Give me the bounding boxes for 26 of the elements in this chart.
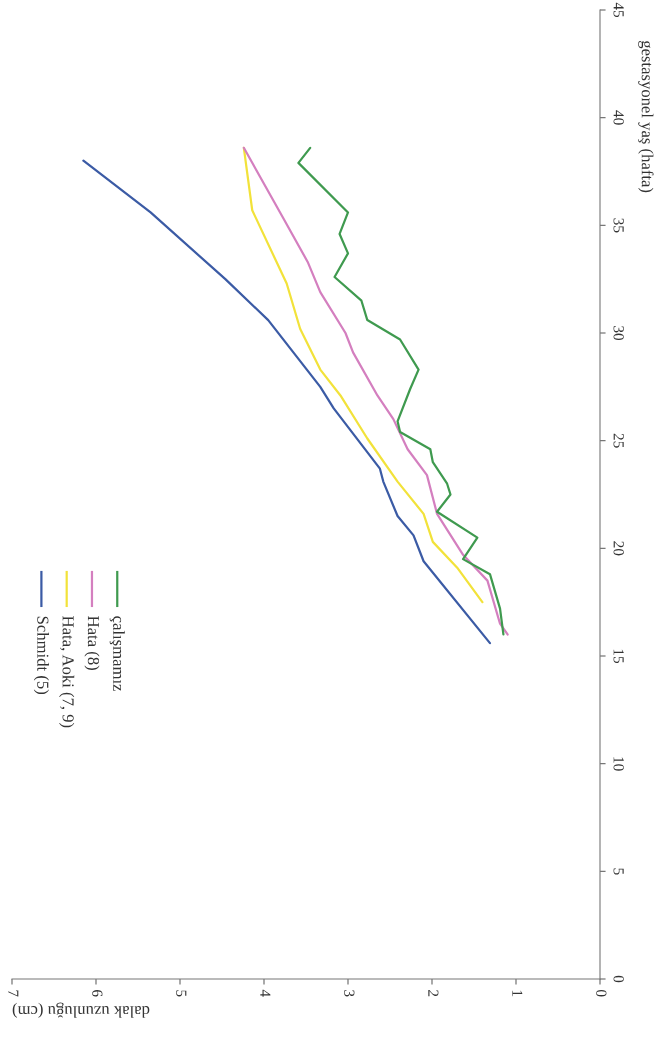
x-tick-label: 1 [512, 990, 523, 997]
y-tick-label: 30 [613, 326, 624, 341]
legend-label: Hata, Aoki (7, 9) [59, 616, 75, 728]
y-tick-label: 0 [613, 975, 624, 983]
x-tick-label: 3 [344, 990, 355, 997]
x-tick-label: 7 [8, 990, 19, 997]
y-tick-label: 20 [613, 541, 624, 556]
y-tick-label: 5 [613, 868, 624, 875]
line-series [242, 146, 509, 636]
y-tick-label: 15 [613, 649, 624, 664]
line-series [297, 146, 505, 636]
y-tick-label: 45 [613, 2, 624, 18]
x-tick-label: 4 [260, 989, 271, 997]
legend-label: çalışmamız [109, 616, 125, 692]
x-tick-label: 5 [176, 990, 187, 997]
legend-label: Hata (8) [84, 616, 100, 670]
x-tick-label: 0 [596, 990, 607, 997]
legend-label: Schmidt (5) [33, 616, 49, 695]
y-tick-label: 40 [613, 110, 624, 125]
y-tick-label: 10 [613, 757, 624, 771]
y-axis-title: gestasyonel yaş (hafta) [638, 40, 654, 193]
y-tick-label: 35 [613, 218, 624, 233]
x-axis-title: dalak uzunluğu (cm) [12, 1002, 150, 1018]
y-tick-label: 25 [613, 433, 624, 448]
x-tick-label: 6 [92, 990, 103, 997]
x-tick-label: 2 [428, 990, 439, 997]
